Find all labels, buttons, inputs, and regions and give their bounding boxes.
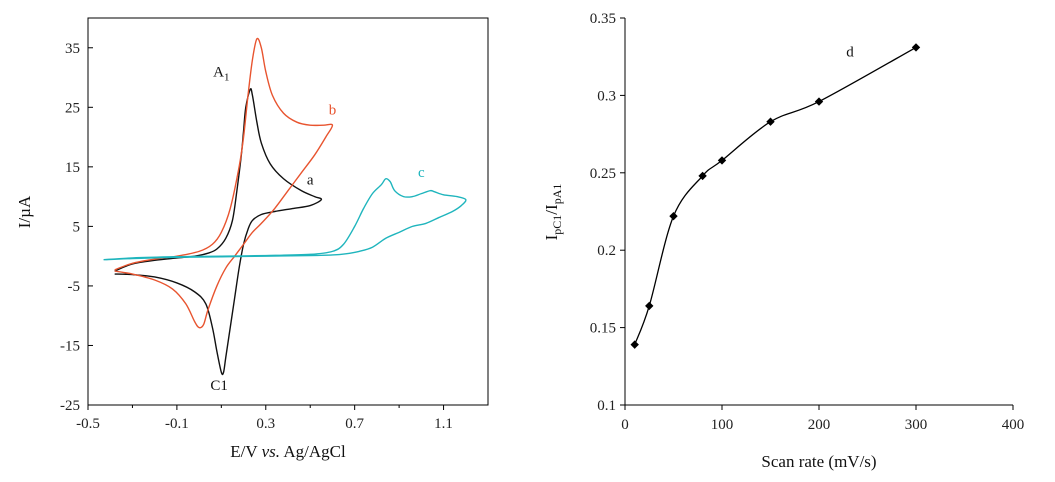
sr-data-point <box>717 156 727 165</box>
sr-y-label-sub1: pC1 <box>550 215 564 235</box>
sr-series <box>630 43 921 349</box>
sr-y-tick-label: 0.2 <box>597 243 616 259</box>
cv-annotation-text: A <box>213 64 224 80</box>
sr-data-point <box>911 43 921 52</box>
sr-x-axis-label: Scan rate (mV/s) <box>761 452 876 471</box>
sr-y-label-sub2: pA1 <box>550 184 564 205</box>
sr-y-label-i1: I <box>542 234 561 240</box>
sr-data-point <box>630 340 639 349</box>
sr-x-tick-label: 200 <box>808 417 831 433</box>
sr-y-label-sep: / <box>542 210 561 215</box>
sr-y-tick-label: 0.1 <box>597 398 616 414</box>
sr-x-ticks: 0 100 200 300 400 <box>621 405 1024 433</box>
cv-y-tick-label: 5 <box>73 219 81 235</box>
cv-annotation-text: c <box>418 165 425 181</box>
cv-x-tick-label: 1.1 <box>434 416 453 432</box>
sr-data-point <box>766 117 775 126</box>
cv-y-tick-label: 15 <box>65 160 80 176</box>
sr-y-tick-label: 0.35 <box>590 11 616 27</box>
cv-annotation-text: a <box>307 173 314 189</box>
sr-y-label-i2: I <box>542 204 561 210</box>
sr-curve-d <box>634 46 917 345</box>
cv-series <box>103 37 467 376</box>
cv-plot-frame <box>87 17 489 406</box>
cv-x-tick-label: 0.3 <box>256 416 275 432</box>
cv-x-label-prefix: E/V <box>230 442 261 461</box>
cv-x-tick-label: 0.7 <box>345 416 364 432</box>
scan-rate-chart: 0.1 0.15 0.2 0.25 0.3 0.35 0 100 200 300 400 d Ip… <box>542 11 1024 471</box>
cv-y-tick-label: 35 <box>65 41 80 57</box>
sr-data-point <box>645 301 654 311</box>
cv-x-tick-label: -0.1 <box>165 416 189 432</box>
sr-y-tick-label: 0.25 <box>590 166 616 182</box>
sr-y-axis-label: IpC1/IpA1 <box>542 184 564 241</box>
cv-annotation-text: b <box>329 102 337 118</box>
sr-y-ticks: 0.1 0.15 0.2 0.25 0.3 0.35 <box>590 11 625 414</box>
cv-x-ticks: -0.5 -0.1 0.3 0.7 1.1 <box>76 405 453 432</box>
sr-data-point <box>669 211 678 221</box>
sr-x-tick-label: 100 <box>711 417 734 433</box>
sr-annotation: d <box>846 45 854 61</box>
cv-annotation: A1 <box>213 64 229 83</box>
sr-y-tick-label: 0.15 <box>590 321 616 337</box>
cv-x-axis-label: E/V vs. Ag/AgCl <box>230 442 346 461</box>
sr-y-tick-label: 0.3 <box>597 88 616 104</box>
cv-x-label-suffix: Ag/AgCl <box>280 442 346 461</box>
cv-curve-c <box>103 177 467 261</box>
cv-y-axis-label: I/µA <box>15 195 34 228</box>
sr-annotations: d <box>846 45 854 61</box>
cv-y-tick-label: -25 <box>60 398 80 414</box>
cv-y-ticks: -25 -15 -5 5 15 25 35 <box>60 41 93 414</box>
cv-annotation: a <box>307 173 314 189</box>
cv-curve-b <box>114 37 334 329</box>
cv-annotation-sub: 1 <box>224 71 230 83</box>
cv-annotations: A1 C1 a b c <box>210 64 425 394</box>
sr-x-tick-label: 400 <box>1002 417 1025 433</box>
cv-chart: -25 -15 -5 5 15 25 35 -0.5 -0.1 0.3 0.7 1.1 A1 C1 a b… <box>15 17 489 461</box>
cv-annotation: c <box>418 165 425 181</box>
sr-x-tick-label: 0 <box>621 417 629 433</box>
cv-y-tick-label: -15 <box>60 338 80 354</box>
cv-x-label-italic: vs. <box>262 442 280 461</box>
cv-curve-a <box>114 88 323 376</box>
cv-y-tick-label: 25 <box>65 100 80 116</box>
cv-annotation: b <box>329 102 337 118</box>
sr-data-point <box>814 97 824 106</box>
cv-annotation: C1 <box>210 378 228 394</box>
cv-annotation-text: C1 <box>210 378 228 394</box>
sr-x-tick-label: 300 <box>905 417 928 433</box>
sr-data-point <box>698 171 707 181</box>
cv-y-tick-label: -5 <box>68 279 81 295</box>
cv-x-tick-label: -0.5 <box>76 416 100 432</box>
